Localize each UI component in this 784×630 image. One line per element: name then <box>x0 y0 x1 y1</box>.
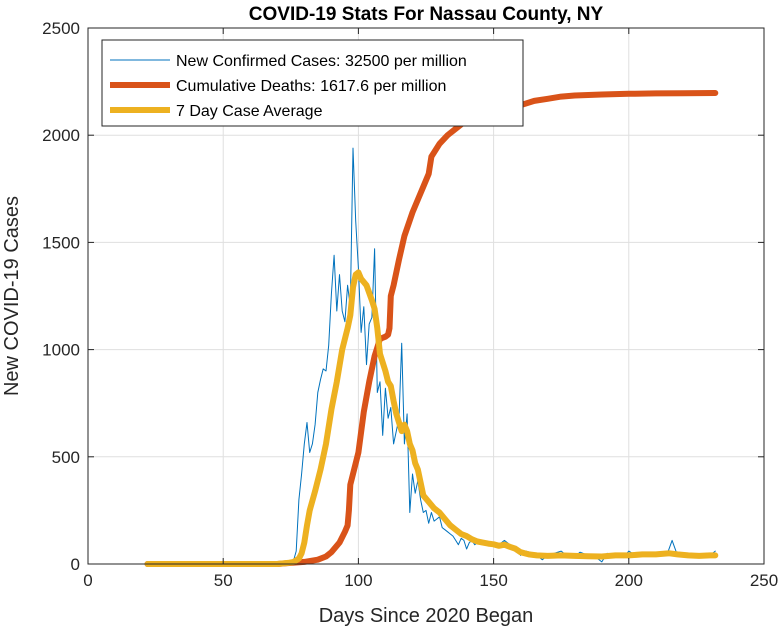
legend-entry-new-cases: New Confirmed Cases: 32500 per million <box>176 53 467 70</box>
series-layer <box>144 90 719 567</box>
x-axis-label: Days Since 2020 Began <box>319 605 534 627</box>
x-tick-label: 0 <box>83 571 92 590</box>
y-tick-label: 0 <box>71 555 80 574</box>
x-tick-label: 250 <box>750 571 778 590</box>
x-tick-label: 50 <box>214 571 233 590</box>
y-tick-label: 2000 <box>42 126 80 145</box>
x-tick-label: 100 <box>344 571 372 590</box>
y-axis-label: New COVID-19 Cases <box>1 196 23 396</box>
y-tick-label: 2500 <box>42 19 80 38</box>
chart-title: COVID-19 Stats For Nassau County, NY <box>249 4 604 25</box>
legend: New Confirmed Cases: 32500 per million C… <box>101 39 524 127</box>
series-cumulative-deaths <box>144 90 719 567</box>
legend-entry-7-day-average: 7 Day Case Average <box>176 103 323 120</box>
series-7-day-average <box>144 269 719 567</box>
y-tick-label: 1000 <box>42 341 80 360</box>
x-tick-label: 150 <box>479 571 507 590</box>
x-tick-label: 200 <box>615 571 643 590</box>
plot-border <box>87 27 765 565</box>
y-tick-label: 1500 <box>42 233 80 252</box>
grid <box>88 28 764 564</box>
legend-entry-cumulative-deaths: Cumulative Deaths: 1617.6 per million <box>176 78 446 95</box>
y-tick-label: 500 <box>52 448 80 467</box>
legend-box <box>101 39 524 127</box>
